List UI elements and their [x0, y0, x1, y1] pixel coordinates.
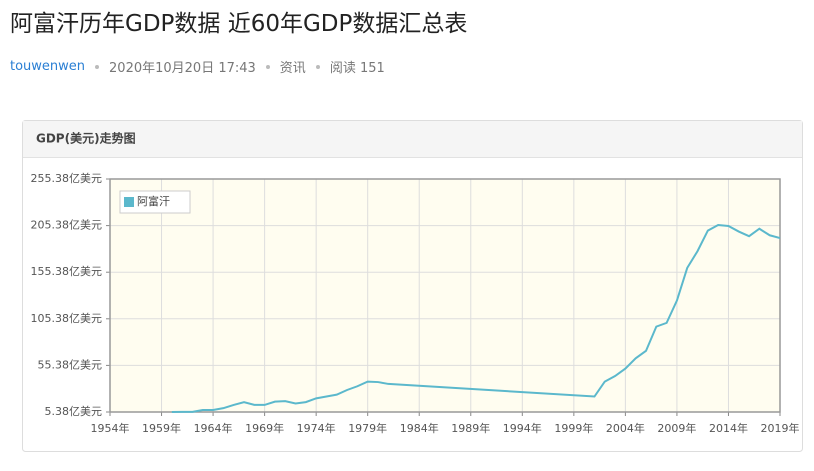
x-tick-label: 1984年 [400, 421, 439, 435]
x-tick-label: 1969年 [245, 421, 284, 435]
x-tick-label: 2009年 [657, 421, 696, 435]
x-tick-label: 1999年 [554, 421, 593, 435]
y-tick-label: 255.38亿美元 [31, 172, 103, 185]
x-tick-label: 1979年 [348, 421, 387, 435]
y-tick-label: 205.38亿美元 [31, 219, 103, 232]
category-link[interactable]: 资讯 [279, 61, 306, 76]
y-tick-label: 55.38亿美元 [38, 358, 103, 371]
chart-title: GDP(美元)走势图 [36, 131, 136, 146]
chart-panel-header [23, 121, 802, 157]
y-tick-label: 5.38亿美元 [45, 405, 103, 418]
x-tick-label: 1964年 [194, 421, 233, 435]
legend-label: 阿富汗 [137, 194, 170, 208]
x-tick-label: 1989年 [451, 421, 490, 435]
publish-date: 2020年10月20日 17:43 [109, 61, 256, 76]
legend-swatch [124, 197, 134, 207]
x-tick-label: 2004年 [606, 421, 645, 435]
x-tick-label: 1959年 [142, 421, 181, 435]
author-link[interactable]: touwenwen [10, 59, 86, 74]
series-line [171, 223, 781, 413]
article-meta: touwenwen 2020年10月20日 17:43 资讯 阅读 151 [10, 57, 385, 76]
x-tick-label: 2014年 [709, 421, 748, 435]
separator [315, 64, 320, 69]
article-title: 阿富汗历年GDP数据 近60年GDP数据汇总表 [10, 11, 468, 37]
y-tick-label: 155.38亿美元 [31, 265, 103, 278]
plot-background [110, 179, 780, 412]
view-count: 阅读 151 [329, 61, 385, 76]
legend-box [119, 190, 191, 214]
separator [95, 64, 100, 69]
x-tick-label: 1994年 [503, 421, 542, 435]
plot-border [109, 178, 781, 413]
x-tick-label: 2019年 [761, 421, 800, 435]
separator [265, 64, 270, 69]
x-tick-label: 1954年 [91, 421, 130, 435]
y-tick-label: 105.38亿美元 [31, 312, 103, 325]
x-tick-label: 1974年 [297, 421, 336, 435]
